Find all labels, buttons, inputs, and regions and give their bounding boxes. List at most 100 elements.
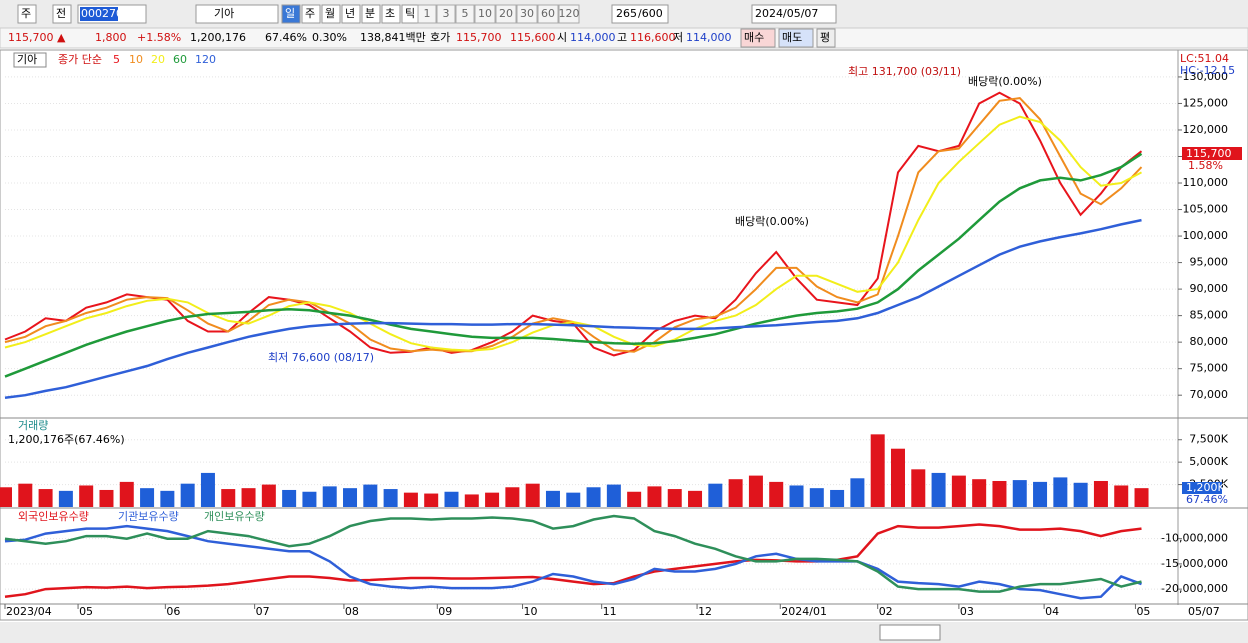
interval-button[interactable] xyxy=(516,4,538,24)
interval-label[interactable]: 20 xyxy=(499,7,513,20)
volume-bar xyxy=(58,490,73,507)
volume-bar xyxy=(1093,480,1108,507)
volume-bar xyxy=(667,489,682,507)
period-label[interactable]: 주 xyxy=(305,7,315,20)
volume-bar xyxy=(464,494,479,507)
interval-label[interactable]: 1 xyxy=(424,7,431,20)
volume-bar xyxy=(119,481,134,507)
interval-button[interactable] xyxy=(436,4,456,24)
x-tick-label: 03 xyxy=(960,605,974,618)
volume-bar xyxy=(1134,488,1149,507)
info-volume: 1,200,176 xyxy=(190,31,246,44)
x-tick-label: 12 xyxy=(698,605,712,618)
stock-code: 000270 xyxy=(81,7,123,20)
volume-bar xyxy=(180,483,195,507)
scroll-bar[interactable] xyxy=(0,622,1248,643)
toolbar-button[interactable] xyxy=(52,4,72,24)
interval-button[interactable] xyxy=(417,4,437,24)
date-input[interactable] xyxy=(751,4,837,24)
period-button[interactable] xyxy=(341,4,361,24)
legend-entry: 5 xyxy=(113,53,120,66)
info-amount: 138,841백만 xyxy=(360,31,426,44)
volume-bar xyxy=(606,484,621,507)
x-tick-label: 10 xyxy=(524,605,538,618)
legend-entry: 60 xyxy=(173,53,187,66)
interval-button[interactable] xyxy=(558,4,580,24)
order-button[interactable] xyxy=(740,28,776,48)
order-button-label[interactable]: 평 xyxy=(820,31,830,44)
interval-button[interactable] xyxy=(537,4,559,24)
info-open-label: 시 xyxy=(557,31,567,44)
volume-bar xyxy=(627,491,642,507)
y-tick-label: 85,000 xyxy=(1190,309,1229,322)
order-button[interactable] xyxy=(778,28,814,48)
period-label[interactable]: 일 xyxy=(285,6,295,20)
interval-label[interactable]: 60 xyxy=(541,7,555,20)
interval-label[interactable]: 3 xyxy=(443,7,450,20)
volume-bar xyxy=(505,487,520,507)
toolbar-button-label[interactable]: 주 xyxy=(21,7,31,20)
y-tick-label: -15,000,000 xyxy=(1161,557,1228,570)
toolbar-button[interactable] xyxy=(17,4,37,24)
legend-entry: 10 xyxy=(129,53,143,66)
annotation: 최저 76,600 (08/17) xyxy=(268,351,374,364)
volume-bar xyxy=(383,489,398,507)
x-tick-label: 11 xyxy=(603,605,617,618)
series-line xyxy=(4,115,1142,352)
nav-buttons[interactable] xyxy=(879,624,941,641)
last-volume-rate: 67.46% xyxy=(1186,493,1228,506)
y-tick-label: 80,000 xyxy=(1190,335,1229,348)
volume-bar xyxy=(1053,477,1068,507)
period-button[interactable] xyxy=(301,4,321,24)
volume-bar xyxy=(322,486,337,507)
period-button[interactable] xyxy=(381,4,401,24)
volume-bar xyxy=(870,434,885,507)
period-label[interactable]: 틱 xyxy=(405,7,415,20)
order-button-label[interactable]: 매수 xyxy=(744,31,764,44)
interval-label[interactable]: 30 xyxy=(520,7,534,20)
period-button[interactable] xyxy=(321,4,341,24)
volume-bar xyxy=(728,479,743,507)
series-line xyxy=(4,218,1142,400)
legend-entry: 120 xyxy=(195,53,216,66)
volume-bar xyxy=(951,475,966,507)
order-button[interactable] xyxy=(816,28,836,48)
period-label[interactable]: 월 xyxy=(325,7,335,20)
legend-entry: 개인보유수량 xyxy=(204,510,265,523)
info-volume-rate: 67.46% xyxy=(265,31,307,44)
period-label[interactable]: 분 xyxy=(365,7,375,20)
volume-bar xyxy=(769,481,784,507)
count-input[interactable] xyxy=(611,4,669,24)
interval-label[interactable]: 10 xyxy=(478,7,492,20)
volume-bar xyxy=(485,492,500,507)
volume-bar xyxy=(160,490,175,507)
y-tick-label: 70,000 xyxy=(1190,388,1229,401)
period-button[interactable] xyxy=(361,4,381,24)
interval-button[interactable] xyxy=(474,4,496,24)
volume-bar xyxy=(586,487,601,507)
period-button[interactable] xyxy=(281,4,301,24)
toolbar-button-label[interactable]: 전 xyxy=(56,7,66,20)
volume-bar xyxy=(789,485,804,507)
y-tick-label: 105,000 xyxy=(1183,203,1229,216)
y-tick-label: 110,000 xyxy=(1183,176,1229,189)
volume-bar xyxy=(545,490,560,507)
lc-label: LC:51.04 xyxy=(1180,52,1229,65)
period-label[interactable]: 년 xyxy=(345,7,355,20)
name-input[interactable] xyxy=(195,4,279,24)
info-open: 114,000 xyxy=(570,31,616,44)
interval-button[interactable] xyxy=(455,4,475,24)
interval-button[interactable] xyxy=(495,4,517,24)
volume-bar xyxy=(282,489,297,507)
order-button-label[interactable]: 매도 xyxy=(782,31,802,44)
period-label[interactable]: 초 xyxy=(385,7,395,20)
info-bid: 115,600 xyxy=(510,31,556,44)
volume-bar xyxy=(850,478,865,507)
volume-bar xyxy=(525,483,540,507)
interval-label[interactable]: 5 xyxy=(462,7,469,20)
volume-bar xyxy=(424,493,439,507)
volume-bar xyxy=(18,483,33,507)
last-volume-tag xyxy=(1182,482,1222,494)
interval-label[interactable]: 120 xyxy=(559,7,580,20)
volume-bar xyxy=(647,486,662,507)
